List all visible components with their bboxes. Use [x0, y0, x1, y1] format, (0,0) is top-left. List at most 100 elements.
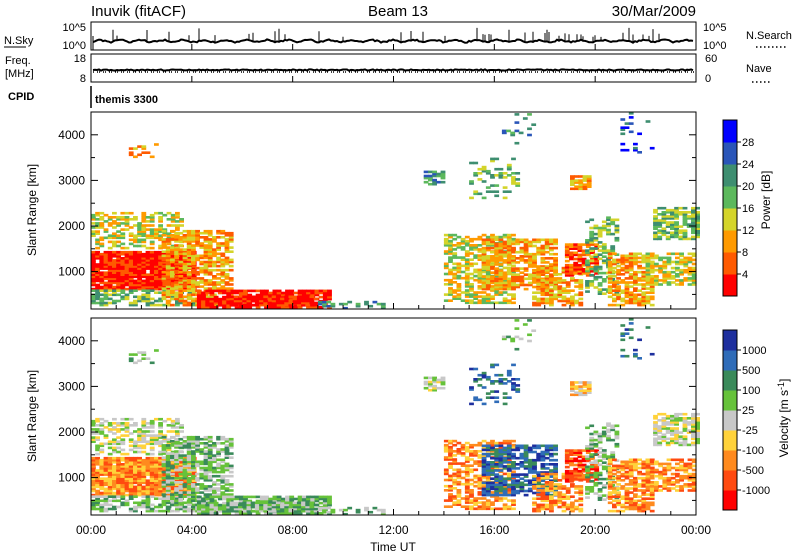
power-cell	[165, 275, 171, 278]
velocity-cell	[217, 503, 223, 507]
power-cell	[99, 242, 105, 246]
velocity-cell	[91, 461, 96, 464]
velocity-cell	[469, 478, 474, 482]
power-cell	[128, 287, 134, 291]
power-cell	[165, 273, 171, 276]
power-cell	[569, 255, 574, 259]
velocity-cell	[318, 512, 324, 515]
power-cell	[578, 179, 584, 182]
power-cell	[540, 273, 546, 276]
velocity-cell	[174, 487, 179, 490]
velocity-cell	[305, 505, 311, 509]
power-cell	[141, 230, 147, 233]
power-cell	[490, 297, 495, 300]
power-cell	[540, 248, 546, 252]
velocity-cell	[186, 468, 192, 472]
power-cell	[532, 252, 537, 256]
velocity-cell	[469, 454, 474, 457]
power-cell	[175, 279, 180, 283]
power-cell	[628, 112, 634, 115]
velocity-cell	[137, 440, 142, 443]
power-cell	[234, 289, 240, 293]
velocity-cell	[216, 450, 221, 453]
power-cell	[137, 250, 142, 254]
velocity-cell	[137, 456, 142, 460]
power-cell	[614, 226, 620, 230]
velocity-cell	[175, 473, 180, 476]
power-cell	[477, 301, 483, 305]
power-cell	[149, 257, 155, 260]
power-cell	[276, 289, 282, 293]
velocity-cell	[162, 487, 168, 491]
power-cell	[666, 275, 672, 278]
power-cell	[469, 289, 474, 292]
power-cell	[695, 217, 700, 220]
power-cell	[594, 245, 600, 248]
velocity-cell	[443, 448, 449, 451]
velocity-cell	[99, 471, 105, 474]
power-cell	[536, 250, 542, 254]
velocity-cell	[380, 510, 386, 514]
power-cell	[456, 270, 462, 274]
power-cell	[582, 177, 588, 180]
power-cell	[107, 255, 113, 258]
velocity-cell	[95, 461, 100, 464]
power-cell	[506, 238, 512, 242]
power-cell	[536, 269, 542, 272]
velocity-cell	[95, 471, 100, 474]
velocity-cell	[220, 468, 226, 472]
power-cell	[99, 255, 105, 258]
power-cell	[481, 283, 487, 287]
power-cell	[577, 255, 583, 259]
power-cell	[216, 229, 221, 233]
velocity-cell	[158, 493, 163, 497]
power-cell	[674, 217, 679, 220]
power-cell	[428, 174, 433, 178]
power-cell	[191, 238, 196, 241]
power-cell	[498, 255, 504, 258]
velocity-cell	[95, 424, 100, 427]
power-cell	[161, 250, 167, 253]
velocity-cell	[112, 450, 117, 454]
power-cell	[506, 167, 512, 171]
power-cell	[581, 259, 587, 263]
velocity-cell	[120, 495, 126, 498]
power-cell	[464, 274, 470, 278]
power-cell	[691, 221, 696, 224]
velocity-cell	[175, 430, 180, 433]
velocity-cell	[128, 475, 134, 478]
power-cell	[161, 244, 167, 247]
velocity-cell	[228, 493, 234, 496]
power-cell	[494, 257, 500, 260]
velocity-cell	[154, 509, 159, 513]
power-cell	[657, 229, 663, 232]
power-cell	[238, 299, 243, 303]
power-cell	[217, 301, 223, 305]
power-cell	[317, 302, 323, 306]
power-cell	[186, 244, 192, 247]
power-cell	[196, 306, 202, 309]
power-cell	[99, 275, 105, 279]
power-cell	[490, 271, 495, 274]
power-cell	[448, 272, 453, 276]
power-cell	[230, 291, 236, 295]
velocity-cell	[124, 489, 130, 493]
power-cell	[616, 289, 621, 292]
velocity-cell	[149, 422, 155, 425]
velocity-cell	[95, 501, 100, 505]
power-cell	[120, 216, 126, 219]
power-cell	[170, 220, 176, 223]
power-cell	[574, 175, 579, 178]
power-cell	[662, 266, 668, 270]
power-cell	[186, 231, 192, 235]
power-cell	[456, 289, 462, 292]
velocity-cell	[120, 497, 126, 500]
power-cell	[485, 297, 491, 300]
power-cell	[624, 287, 630, 290]
power-cell	[99, 222, 105, 225]
velocity-cell	[448, 474, 453, 478]
power-cell	[502, 285, 508, 289]
power-cell	[511, 285, 516, 289]
power-cell	[191, 252, 196, 256]
power-cell	[216, 231, 221, 235]
